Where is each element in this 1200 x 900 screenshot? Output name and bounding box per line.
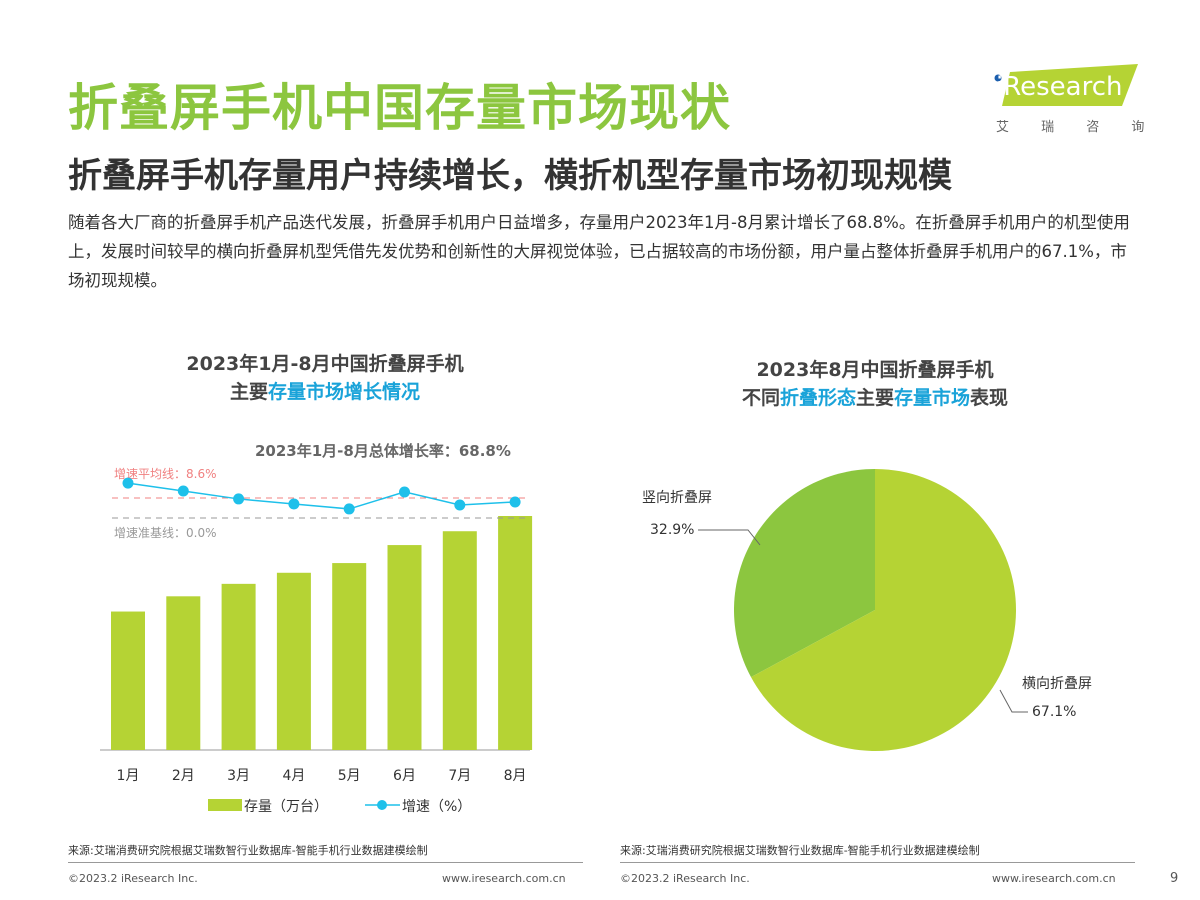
copyright-right: ©2023.2 iResearch Inc.	[620, 872, 750, 885]
page-title: 折叠屏手机中国存量市场现状	[68, 79, 731, 137]
growth-point-1	[122, 477, 134, 489]
leader-vertical	[698, 529, 761, 546]
growth-line	[127, 482, 516, 510]
bar-title-2b: 存量市场增长情况	[268, 381, 421, 403]
pie-value-vertical: 32.9%	[650, 522, 694, 538]
growth-point-7	[454, 499, 466, 511]
logo-mark	[994, 64, 1138, 106]
pie-chart: 竖向折叠屏 32.9% 横向折叠屏 67.1%	[642, 469, 1092, 751]
bar-1	[111, 611, 145, 750]
divider-right	[620, 862, 1135, 863]
x-tick-label: 8月	[504, 768, 527, 784]
pie-title-p4: 表现	[970, 387, 1009, 409]
growth-point-5	[343, 503, 355, 515]
source-left: 来源:艾瑞消费研究院根据艾瑞数智行业数据库-智能手机行业数据建模绘制	[68, 844, 428, 857]
pie-chart-title: 2023年8月中国折叠屏手机 不同折叠形态主要存量市场表现	[650, 356, 1100, 412]
bar-3	[221, 583, 256, 750]
x-tick-label: 6月	[393, 768, 416, 784]
url-left[interactable]: www.iresearch.com.cn	[442, 872, 566, 885]
legend-bar-swatch	[208, 799, 242, 811]
growth-point-2	[177, 485, 189, 497]
bar-7	[442, 531, 477, 750]
x-tick-label: 7月	[448, 768, 471, 784]
x-tick-label: 4月	[282, 768, 305, 784]
bar-title-2a: 主要	[229, 381, 268, 403]
legend-line-dot	[377, 800, 387, 810]
url-right[interactable]: www.iresearch.com.cn	[992, 872, 1116, 885]
bar-6	[387, 545, 422, 750]
description: 随着各大厂商的折叠屏手机产品迭代发展，折叠屏手机用户日益增多，存量用户2023年…	[68, 213, 1130, 290]
leader-horizontal	[999, 689, 1028, 713]
bar-8	[498, 516, 533, 750]
logo: iResearch 艾 瑞 咨 询	[990, 64, 1144, 135]
pie-value-horizontal: 67.1%	[1032, 704, 1076, 720]
reference-label: 增速准基线：0.0%	[114, 526, 217, 540]
x-tick-label: 2月	[172, 768, 195, 784]
pie-slice-vertical	[734, 469, 875, 678]
pie-title-p3: 存量市场	[894, 387, 971, 409]
growth-point-4	[288, 498, 300, 510]
growth-annotation: 2023年1月-8月总体增长率：68.8%	[255, 442, 511, 460]
pie-label-vertical: 竖向折叠屏	[642, 490, 712, 506]
legend-bar-label: 存量（万台）	[244, 799, 328, 815]
growth-point-3	[233, 493, 245, 505]
pie-title-p1: 折叠形态	[779, 387, 856, 409]
reference-label: 增速平均线：8.6%	[114, 467, 217, 481]
divider-left	[68, 862, 583, 863]
x-tick-label: 1月	[117, 768, 140, 784]
pie-label-horizontal: 横向折叠屏	[1022, 676, 1092, 692]
bar-line-chart: 1月 2月 3月 4月 5月 6月 7月 8月 增速平均线：8.6% 增速准基线：0.0% 存量（万…	[100, 467, 533, 815]
growth-point-8	[509, 496, 521, 508]
source-right: 来源:艾瑞消费研究院根据艾瑞数智行业数据库-智能手机行业数据建模绘制	[620, 844, 980, 857]
bar-5	[332, 563, 367, 750]
copyright-left: ©2023.2 iResearch Inc.	[68, 872, 198, 885]
page-subtitle: 折叠屏手机存量用户持续增长，横折机型存量市场初现规模	[68, 156, 952, 196]
page-number: 9	[1170, 871, 1179, 886]
bar-title-1: 2023年1月-8月中国折叠屏手机	[186, 353, 464, 375]
logo-text: iResearch	[996, 72, 1123, 102]
pie-title-1: 2023年8月中国折叠屏手机	[756, 359, 994, 381]
legend-line-label: 增速（%）	[402, 799, 471, 815]
growth-point-6	[399, 486, 410, 498]
pie-slice-horizontal	[751, 469, 1016, 751]
bar-4	[276, 572, 311, 750]
x-tick-label: 5月	[338, 768, 361, 784]
bar-chart-title: 2023年1月-8月中国折叠屏手机 主要存量市场增长情况	[100, 350, 550, 406]
pie-title-p2: 主要	[855, 387, 894, 409]
logo-cn: 艾 瑞 咨 询	[996, 120, 1159, 135]
bar-2	[166, 596, 201, 750]
pie-title-p0: 不同	[741, 387, 780, 409]
x-tick-label: 3月	[227, 768, 250, 784]
